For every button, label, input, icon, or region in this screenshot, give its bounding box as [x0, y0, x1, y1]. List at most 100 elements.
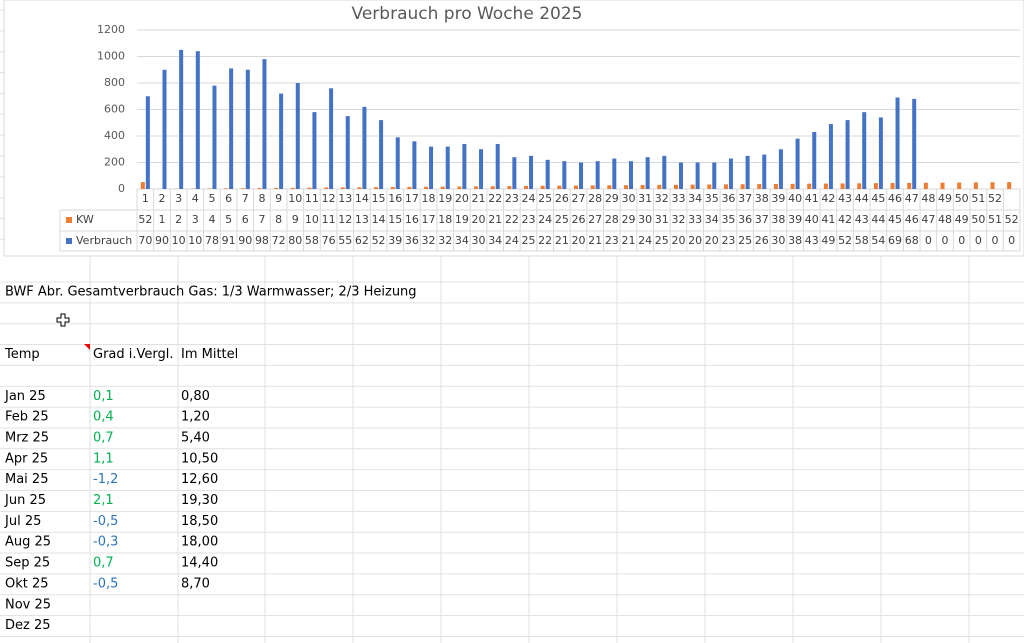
table-cell: Mai 25: [5, 472, 48, 487]
cursor: [56, 313, 70, 327]
bar: [728, 158, 733, 189]
data-label: 21: [588, 234, 602, 247]
bar: [524, 185, 529, 189]
data-label: 15: [388, 213, 402, 226]
data-label: 51: [988, 213, 1002, 226]
x-tick-label: 6: [225, 192, 232, 205]
x-tick-label: 18: [422, 192, 436, 205]
x-tick-label: 42: [821, 192, 835, 205]
bar: [740, 184, 745, 189]
chart-title: Verbrauch pro Woche 2025: [352, 4, 583, 24]
data-label: 58: [855, 234, 869, 247]
data-label: 35: [721, 213, 735, 226]
data-label: 11: [322, 213, 336, 226]
data-label: 32: [438, 234, 452, 247]
bar: [245, 69, 250, 189]
bar: [262, 59, 267, 190]
bar: [757, 184, 762, 189]
x-tick-label: 11: [305, 192, 319, 205]
x-tick-label: 31: [638, 192, 652, 205]
data-label: 10: [172, 234, 186, 247]
bar: [607, 185, 612, 189]
table-cell: Feb 25: [5, 410, 49, 425]
bar: [673, 184, 678, 189]
data-label: 1: [158, 213, 165, 226]
bar: [562, 161, 567, 189]
header-cell: Grad i.Vergl.: [93, 347, 174, 362]
data-label: 30: [771, 234, 785, 247]
bar: [462, 143, 467, 189]
table-cell: 12,60: [181, 472, 218, 487]
table-cell: -0,5: [93, 514, 118, 529]
bar: [440, 186, 445, 189]
data-label: 31: [655, 213, 669, 226]
x-tick-label: 51: [971, 192, 985, 205]
data-label: 22: [538, 234, 552, 247]
bar: [479, 149, 484, 189]
x-tick-label: 41: [805, 192, 819, 205]
x-tick-label: 19: [438, 192, 452, 205]
data-label: 49: [821, 234, 835, 247]
bar: [857, 183, 862, 189]
data-label: 45: [888, 213, 902, 226]
bar: [895, 97, 900, 189]
x-tick-label: 17: [405, 192, 419, 205]
bar: [828, 124, 833, 189]
bar: [695, 162, 700, 189]
bar: [707, 184, 712, 189]
bar: [723, 184, 728, 189]
bar: [795, 138, 800, 189]
data-label: 14: [372, 213, 386, 226]
data-label: 76: [322, 234, 336, 247]
table-cell: -0,5: [93, 576, 118, 591]
data-label: 29: [621, 213, 635, 226]
bar: [712, 162, 717, 189]
table-cell: -0,3: [93, 535, 118, 550]
data-label: 41: [821, 213, 835, 226]
data-label: 13: [355, 213, 369, 226]
bar: [224, 188, 229, 189]
bar: [229, 68, 234, 189]
x-tick-label: 43: [838, 192, 852, 205]
data-label: 52: [1005, 213, 1019, 226]
data-label: 25: [738, 234, 752, 247]
data-label: 19: [455, 213, 469, 226]
table-cell: Nov 25: [5, 597, 51, 612]
bar: [845, 120, 850, 189]
data-label: 90: [155, 234, 169, 247]
bar: [362, 106, 367, 189]
bar: [274, 187, 279, 189]
data-label: 0: [925, 234, 932, 247]
bar: [957, 182, 962, 189]
bar: [745, 155, 750, 189]
data-label: 91: [222, 234, 236, 247]
y-tick-label: 1000: [97, 50, 125, 63]
data-label: 0: [958, 234, 965, 247]
x-tick-label: 27: [572, 192, 586, 205]
bar: [279, 93, 284, 189]
comment-marker: [84, 344, 90, 350]
x-tick-label: 44: [855, 192, 869, 205]
bar: [195, 51, 200, 190]
bar: [424, 186, 429, 189]
data-label: 90: [238, 234, 252, 247]
data-label: 20: [688, 234, 702, 247]
bar: [557, 185, 562, 189]
table-cell: 18,00: [181, 535, 218, 550]
bar: [207, 188, 212, 189]
bar: [657, 184, 662, 189]
x-tick-label: 15: [372, 192, 386, 205]
x-tick-label: 39: [771, 192, 785, 205]
bar: [324, 187, 329, 189]
data-label: 23: [721, 234, 735, 247]
chart-area[interactable]: [3, 0, 1024, 257]
data-label: 98: [255, 234, 269, 247]
data-label: 27: [588, 213, 602, 226]
data-label: 26: [572, 213, 586, 226]
bar: [890, 183, 895, 189]
x-tick-label: 33: [671, 192, 685, 205]
x-tick-label: 10: [288, 192, 302, 205]
data-label: 78: [205, 234, 219, 247]
data-label: 26: [755, 234, 769, 247]
sheet-note: BWF Abr. Gesamtverbrauch Gas: 1/3 Warmwa…: [5, 285, 417, 300]
